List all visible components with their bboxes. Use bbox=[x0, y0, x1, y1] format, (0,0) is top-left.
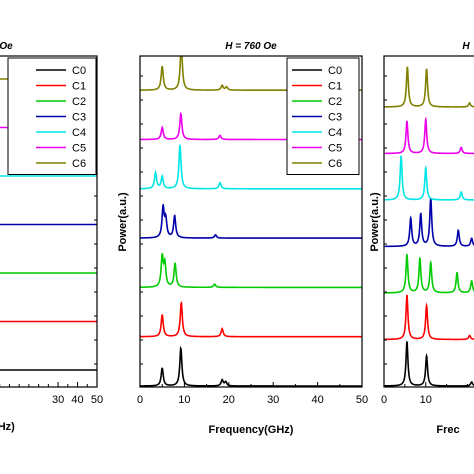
legend-label-c6: C6 bbox=[328, 158, 342, 170]
legend-label-c2: C2 bbox=[328, 96, 342, 108]
legend-label-c3: C3 bbox=[72, 112, 86, 124]
legend-label-c5: C5 bbox=[328, 143, 342, 155]
panel-right: 0 10 H Frec Power(a.u.) bbox=[369, 41, 474, 436]
series-line-c2 bbox=[140, 253, 362, 289]
legend-label-c4: C4 bbox=[328, 127, 342, 139]
series-line-c3 bbox=[140, 203, 362, 239]
x-tick-label: 50 bbox=[91, 394, 103, 406]
legend-label-c0: C0 bbox=[328, 65, 342, 77]
x-tick-label: 10 bbox=[420, 394, 432, 406]
x-tick-label: 0 bbox=[137, 394, 143, 406]
x-tick-label: 40 bbox=[71, 394, 83, 406]
x-tick-label: 40 bbox=[311, 394, 323, 406]
panel-left: 30 40 50 Oe r(GHz) C0 C1 C2 C3 C4 C5 C6 bbox=[0, 41, 103, 433]
series-line-c6 bbox=[384, 66, 474, 108]
series-line-c1 bbox=[384, 294, 474, 341]
y-axis-label: Power(a.u.) bbox=[369, 192, 381, 252]
plot-frame bbox=[0, 55, 98, 388]
panel-middle: 0 10 20 30 40 50 H = 760 Oe Frequency(GHz) Power… bbox=[117, 41, 368, 436]
series-line-c1 bbox=[140, 300, 362, 338]
panel-title: H bbox=[462, 41, 470, 52]
x-tick-label: 30 bbox=[52, 394, 64, 406]
legend-label-c1: C1 bbox=[72, 81, 86, 93]
series-line-c0 bbox=[384, 341, 474, 387]
series-line-c5 bbox=[384, 116, 474, 155]
x-axis-label: Frec bbox=[436, 424, 459, 436]
panel-title: Oe bbox=[0, 41, 13, 52]
plot-frame bbox=[383, 55, 474, 388]
legend-label-c1: C1 bbox=[328, 81, 342, 93]
x-tick-label: 50 bbox=[356, 394, 368, 406]
legend-label-c3: C3 bbox=[328, 112, 342, 124]
panel-title: H = 760 Oe bbox=[225, 41, 277, 52]
x-tick-label: 10 bbox=[178, 394, 190, 406]
legend: C0 C1 C2 C3 C4 C5 C6 bbox=[286, 57, 360, 175]
legend-label-c0: C0 bbox=[72, 65, 86, 77]
legend-label-c2: C2 bbox=[72, 96, 86, 108]
series-line-c3 bbox=[384, 197, 474, 248]
x-axis-label: Frequency(GHz) bbox=[209, 424, 294, 436]
legend: C0 C1 C2 C3 C4 C5 C6 bbox=[7, 57, 97, 175]
series-line-c2 bbox=[384, 253, 474, 294]
x-tick-label: 30 bbox=[267, 394, 279, 406]
legend-label-c6: C6 bbox=[72, 158, 86, 170]
y-axis-label: Power(a.u.) bbox=[117, 192, 129, 252]
series-line-c4 bbox=[140, 144, 362, 190]
legend-label-c4: C4 bbox=[72, 127, 86, 139]
legend-label-c5: C5 bbox=[72, 143, 86, 155]
plot-area bbox=[384, 66, 474, 387]
series-line-c4 bbox=[384, 155, 474, 201]
x-tick-label: 20 bbox=[223, 394, 235, 406]
x-axis-label: r(GHz) bbox=[0, 421, 15, 433]
x-tick-label: 0 bbox=[381, 394, 387, 406]
